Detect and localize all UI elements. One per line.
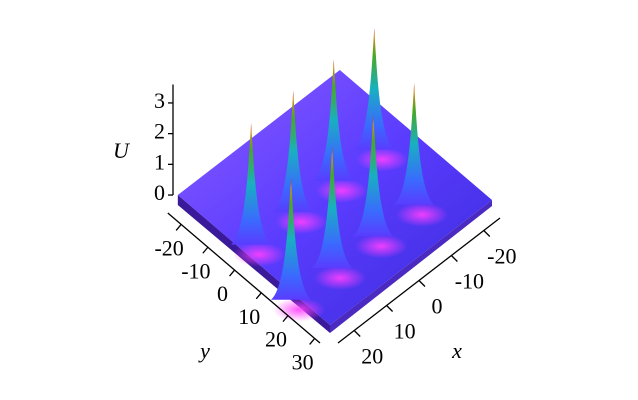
surface-edge [330, 200, 492, 333]
y-tick [255, 292, 262, 300]
peak [273, 90, 314, 213]
surface-glow [315, 178, 368, 203]
surface-glow [355, 234, 408, 259]
x-tick-label: -20 [487, 244, 516, 269]
peak [313, 59, 354, 181]
z-axis-label: U [113, 138, 131, 163]
y-tick-label: 10 [238, 304, 260, 329]
surface-glow [396, 202, 449, 227]
y-axis [167, 212, 321, 344]
x-axis-label: x [451, 338, 462, 363]
x-tick-label: 10 [394, 319, 416, 344]
peak [353, 114, 394, 237]
x-tick [386, 305, 394, 312]
surface-glow [275, 210, 328, 235]
x-tick [418, 280, 426, 287]
x-tick [353, 330, 361, 337]
y-tick-label: 20 [265, 327, 287, 352]
surface [177, 27, 492, 333]
y-tick [282, 315, 289, 323]
x-tick [450, 255, 458, 262]
y-tick-label: -20 [154, 235, 183, 260]
y-tick [202, 246, 209, 254]
y-tick [229, 269, 236, 277]
y-axis-label: y [198, 338, 210, 363]
surface-glow [273, 297, 326, 322]
peak [354, 27, 395, 150]
peak [312, 146, 353, 268]
x-tick-label: 20 [361, 344, 383, 369]
z-tick-label: 3 [154, 88, 165, 113]
y-tick [309, 338, 316, 345]
x-tick [483, 230, 491, 237]
surface-glow [314, 265, 367, 290]
y-tick [175, 224, 182, 231]
z-tick-label: 0 [154, 180, 165, 205]
peak [394, 83, 435, 205]
y-tick-label: 0 [217, 281, 228, 306]
x-tick-label: -10 [455, 269, 484, 294]
x-tick-label: 0 [432, 294, 443, 319]
surface-glow [233, 242, 286, 267]
y-tick-label: 30 [292, 349, 314, 374]
surface-glow [356, 147, 409, 172]
y-tick-label: -10 [181, 258, 210, 283]
z-tick-label: 2 [154, 119, 165, 144]
peak [231, 122, 272, 245]
peak [271, 178, 312, 300]
z-tick-label: 1 [154, 149, 165, 174]
